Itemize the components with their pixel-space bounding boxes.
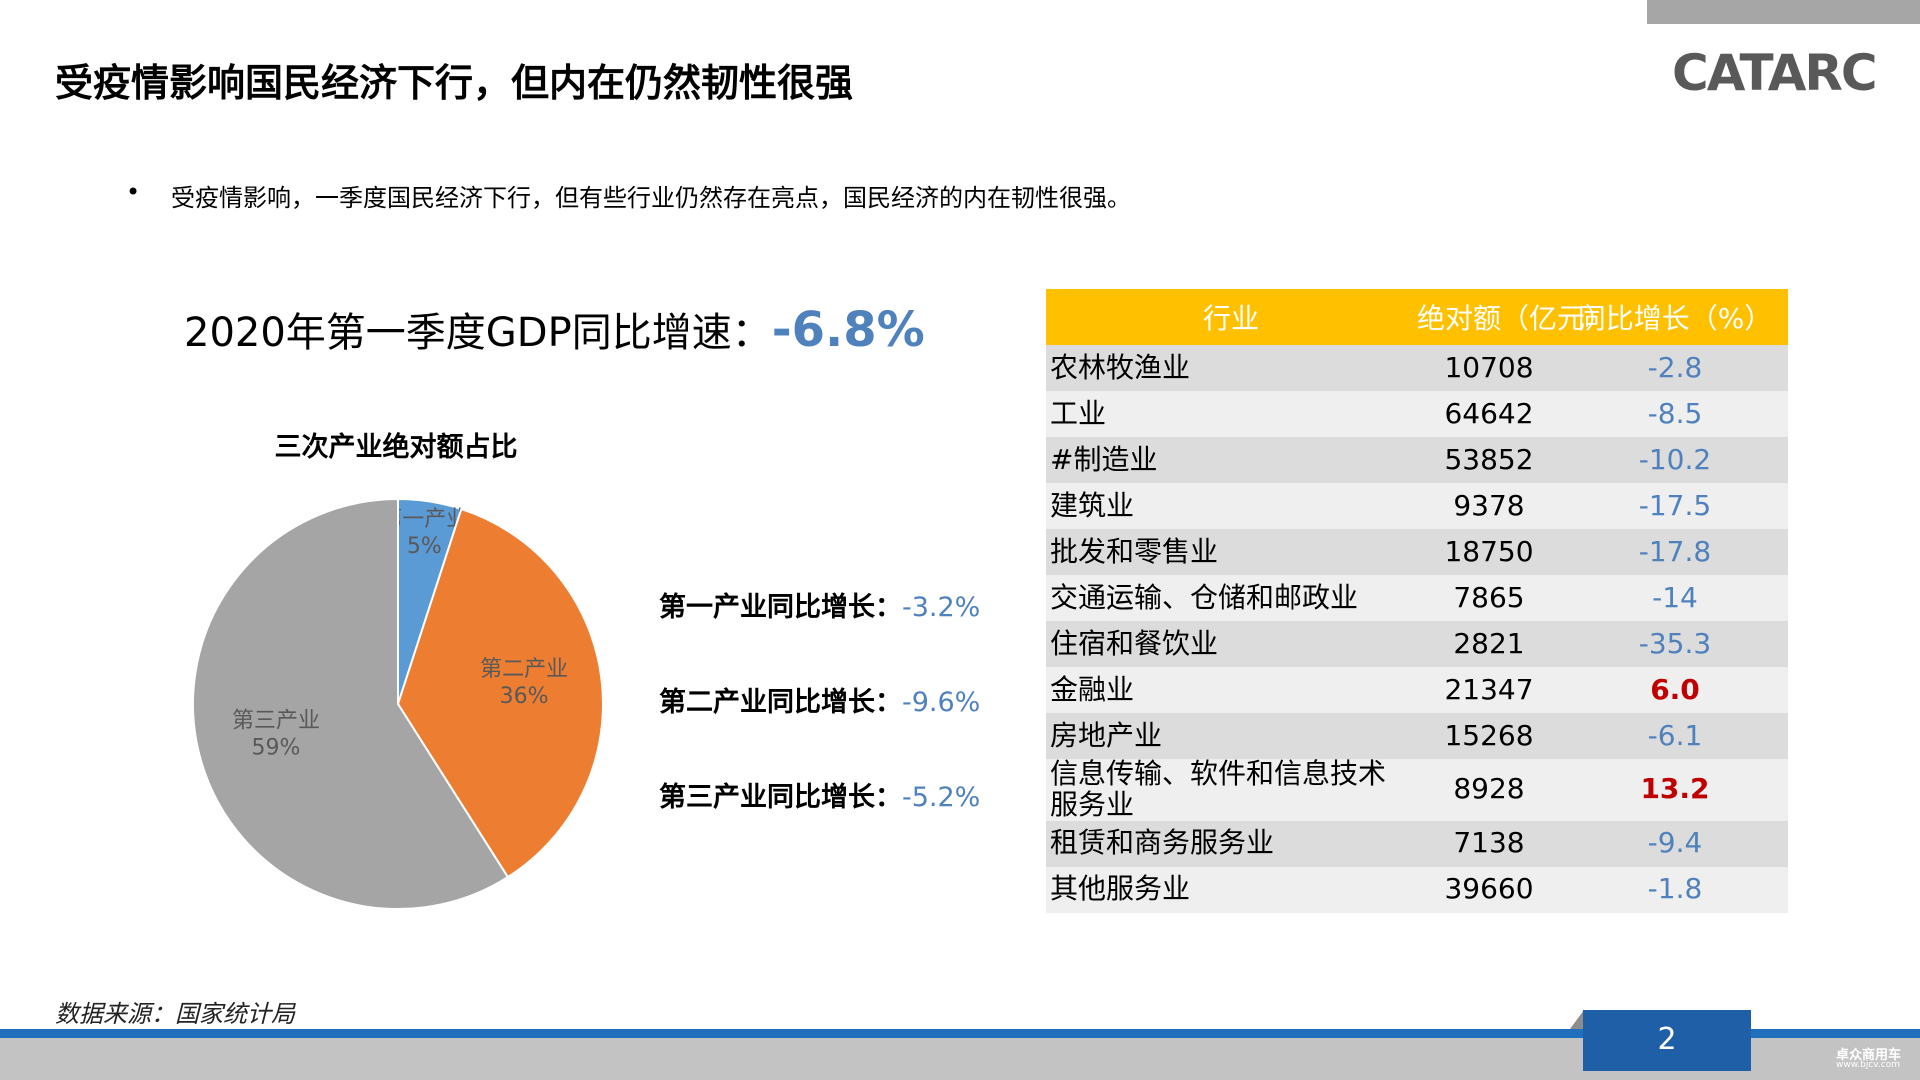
table-cell: -9.4	[1562, 820, 1788, 867]
table-cell: 租赁和商务服务业	[1046, 820, 1416, 867]
pie-slice	[192, 497, 510, 910]
title: 受疫情影响国民经济下行，但内在仍然韧性很强	[55, 61, 854, 105]
gdp-heading: 2020年第一季度GDP同比增速：-6.8%	[184, 300, 925, 358]
table-cell: -35.3	[1562, 621, 1788, 667]
page-number: 2	[1657, 1022, 1677, 1057]
table-cell: 8928	[1416, 759, 1562, 821]
table-row: 建筑业 9378 -17.5	[1046, 483, 1788, 529]
watermark-name: 卓众商用车	[1836, 1048, 1902, 1063]
bullet-dot: •	[126, 178, 141, 206]
table-cell: 金融业	[1046, 667, 1416, 713]
table-row: 农林牧渔业 10708 -2.8	[1046, 345, 1788, 391]
table-cell: -2.8	[1562, 345, 1788, 391]
table-cell: 39660	[1416, 866, 1562, 913]
growth-value: -9.6%	[902, 687, 981, 718]
table-cell: 工业	[1046, 391, 1416, 437]
table-cell: 其他服务业	[1046, 866, 1416, 913]
table-cell: -10.2	[1562, 437, 1788, 483]
table-row: 信息传输、软件和信息技术服务业 8928 13.2	[1046, 758, 1788, 821]
table-cell: 房地产业	[1046, 713, 1416, 759]
table-cell: 信息传输、软件和信息技术服务业	[1046, 758, 1416, 821]
table-cell: 18750	[1416, 529, 1562, 575]
table-cell: 7865	[1416, 575, 1562, 621]
table-header: 绝对额（亿元）	[1416, 289, 1613, 345]
table-cell: -6.1	[1562, 713, 1788, 759]
table-cell: -17.5	[1562, 483, 1788, 529]
chart-title: 三次产业绝对额占比	[275, 431, 518, 463]
table-row: 其他服务业 39660 -1.8	[1046, 866, 1788, 913]
growth-label: 第三产业同比增长：	[659, 782, 902, 813]
table-cell: 64642	[1416, 391, 1562, 437]
growth-value: -5.2%	[902, 782, 981, 813]
table-header: 同比增长（%）	[1562, 289, 1788, 345]
source: 数据来源：国家统计局	[55, 1000, 295, 1028]
pie-slice	[396, 507, 604, 879]
table-cell: -8.5	[1562, 391, 1788, 437]
table-cell: -17.8	[1562, 529, 1788, 575]
table-cell: 交通运输、仓储和邮政业	[1046, 575, 1416, 621]
slice-label: 5%	[407, 534, 442, 559]
growth-value: -3.2%	[902, 592, 981, 623]
table-cell: -14	[1562, 575, 1788, 621]
growth-item: 第三产业同比增长：-5.2%	[659, 775, 980, 814]
logo: CATARC	[1672, 44, 1878, 102]
table-cell: 53852	[1416, 437, 1562, 483]
growth-label: 第一产业同比增长：	[659, 592, 902, 623]
table-header: 行业	[1046, 289, 1416, 345]
watermark-url: www.bjcv.com	[1836, 1060, 1900, 1070]
table-row: 交通运输、仓储和邮政业 7865 -14	[1046, 575, 1788, 621]
table-cell: 住宿和餐饮业	[1046, 621, 1416, 667]
slice-label: 59%	[251, 735, 300, 760]
table-cell: -1.8	[1562, 866, 1788, 913]
table-cell: 2821	[1416, 621, 1562, 667]
growth-label: 第二产业同比增长：	[659, 687, 902, 718]
industry-table: 行业 绝对额（亿元） 同比增长（%） 农林牧渔业 10708 -2.8 工业 64642 -8…	[1046, 289, 1788, 913]
slice-label: 36%	[500, 684, 549, 709]
table-row: 金融业 21347 6.0	[1046, 667, 1788, 713]
slice-name: 第二产业	[480, 657, 568, 682]
gdp-value: -6.8%	[771, 302, 925, 358]
gdp-label: 2020年第一季度GDP同比增速：	[184, 310, 772, 356]
table-row: 住宿和餐饮业 2821 -35.3	[1046, 621, 1788, 667]
table-cell: 6.0	[1562, 667, 1788, 713]
top-bar	[1647, 0, 1920, 24]
table-row: #制造业 53852 -10.2	[1046, 437, 1788, 483]
table-cell: 建筑业	[1046, 483, 1416, 529]
page-box	[1583, 1010, 1751, 1071]
table-row: 工业 64642 -8.5	[1046, 391, 1788, 437]
page-tab	[1570, 1010, 1584, 1029]
slice-name: 第三产业	[232, 708, 320, 733]
table-cell: #制造业	[1046, 437, 1416, 483]
growth-item: 第二产业同比增长：-9.6%	[659, 680, 980, 719]
table-cell: 9378	[1416, 483, 1562, 529]
table-row: 批发和零售业 18750 -17.8	[1046, 529, 1788, 575]
growth-item: 第一产业同比增长：-3.2%	[659, 585, 980, 624]
bullet-text: 受疫情影响，一季度国民经济下行，但有些行业仍然存在亮点，国民经济的内在韧性很强。	[171, 184, 1131, 212]
table-cell: 7138	[1416, 820, 1562, 867]
table-cell: 21347	[1416, 667, 1562, 713]
table-cell: 15268	[1416, 713, 1562, 759]
footer-line	[0, 1029, 1920, 1038]
table-cell: 13.2	[1562, 759, 1788, 821]
table-row: 租赁和商务服务业 7138 -9.4	[1046, 820, 1788, 867]
table-cell: 批发和零售业	[1046, 529, 1416, 575]
table-cell: 10708	[1416, 345, 1562, 391]
table-row: 房地产业 15268 -6.1	[1046, 713, 1788, 759]
table-cell: 农林牧渔业	[1046, 345, 1416, 391]
